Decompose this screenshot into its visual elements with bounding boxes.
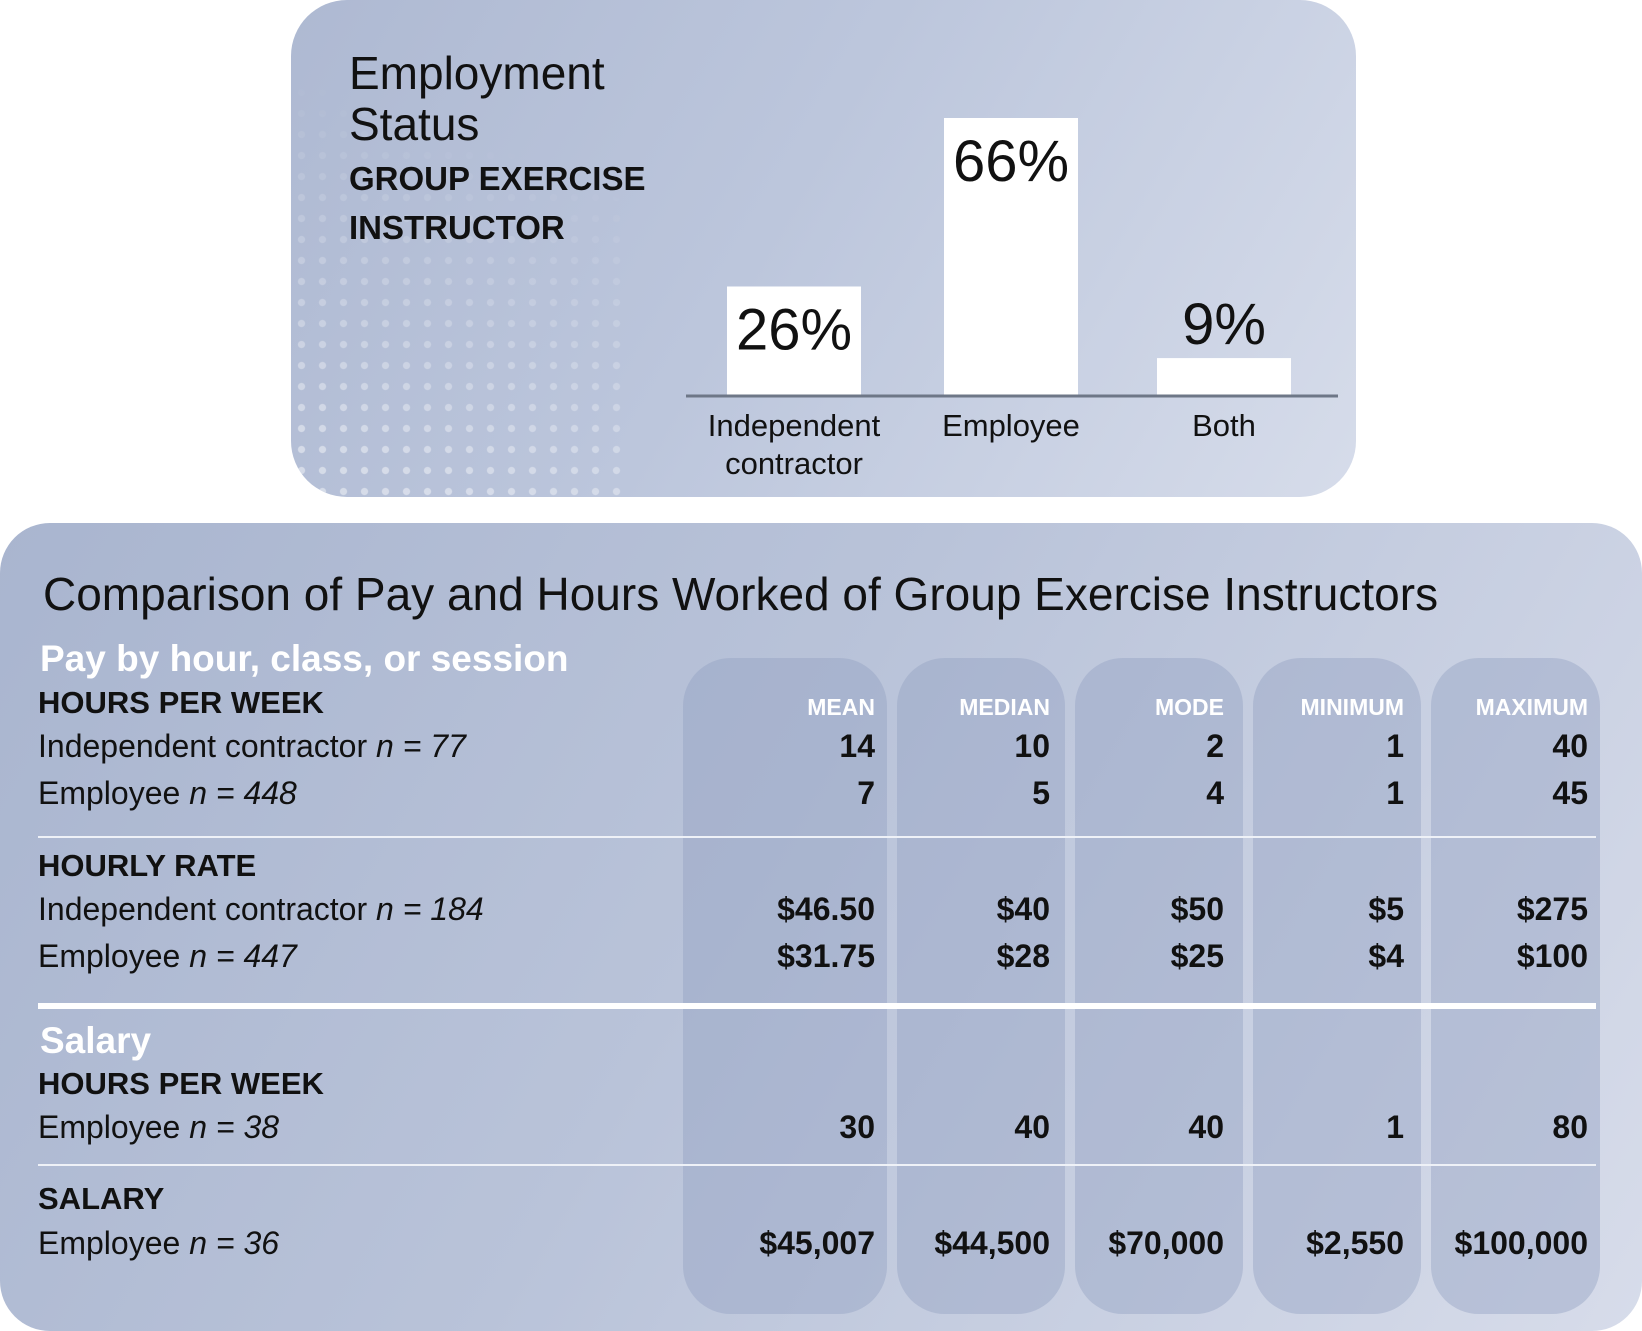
table-cell: $4 — [1368, 938, 1404, 974]
table-cell: $28 — [996, 938, 1050, 974]
section-divider — [38, 1003, 1596, 1009]
row-label: Employee n = 447 — [38, 938, 297, 974]
table-cell: $44,500 — [934, 1225, 1050, 1261]
group-label-hours-per-week: HOURS PER WEEK — [38, 685, 324, 720]
table-cell: 45 — [1552, 775, 1588, 811]
chart-title: Employment Status — [349, 47, 605, 150]
table-cell: $25 — [1170, 938, 1224, 974]
row-label: Employee n = 36 — [38, 1225, 280, 1261]
table-cell: $70,000 — [1108, 1225, 1224, 1261]
table-cell: $275 — [1516, 891, 1588, 927]
section-label-salary: Salary — [40, 1020, 152, 1061]
table-cell: $100,000 — [1454, 1225, 1588, 1261]
table-cell: 14 — [839, 728, 875, 764]
table-cell: $50 — [1170, 891, 1224, 927]
group-label-salary: SALARY — [38, 1181, 165, 1216]
table-title: Comparison of Pay and Hours Worked of Gr… — [43, 568, 1439, 620]
comparison-table-card: Comparison of Pay and Hours Worked of Gr… — [0, 523, 1642, 1331]
group-label-hours-per-week: HOURS PER WEEK — [38, 1066, 324, 1101]
column-header-mean: MEAN — [807, 694, 875, 720]
table-cell: 40 — [1552, 728, 1588, 764]
table-cell: 5 — [1032, 775, 1050, 811]
table-cell: 1 — [1386, 1109, 1404, 1145]
row-label: Employee n = 448 — [38, 775, 297, 811]
column-bg-maximum — [1431, 658, 1600, 1314]
table-cell: $46.50 — [777, 891, 875, 927]
table-cell: 1 — [1386, 775, 1404, 811]
column-bg-median — [897, 658, 1065, 1314]
table-cell: 40 — [1014, 1109, 1050, 1145]
employment-status-card: Employment Status GROUP EXERCISE INSTRUC… — [291, 0, 1356, 497]
table-cell: 30 — [839, 1109, 875, 1145]
column-header-median: MEDIAN — [959, 694, 1050, 720]
bar-1 — [944, 118, 1078, 396]
column-bg-mode — [1075, 658, 1243, 1314]
table-cell: 10 — [1014, 728, 1050, 764]
table-cell: 7 — [857, 775, 875, 811]
category-label-0-0: Independent — [708, 408, 881, 443]
row-label: Independent contractor n = 184 — [38, 891, 484, 927]
group-label-hourly-rate: HOURLY RATE — [38, 848, 257, 883]
table-cell: $45,007 — [759, 1225, 875, 1261]
table-cell: $2,550 — [1306, 1225, 1404, 1261]
category-label-1-0: Employee — [942, 408, 1080, 443]
bar-2 — [1157, 358, 1291, 396]
column-bg-mean — [683, 658, 887, 1314]
chart-subtitle: GROUP EXERCISE INSTRUCTOR — [349, 160, 646, 246]
column-bg-minimum — [1253, 658, 1421, 1314]
bar-value-label-1: 66% — [953, 129, 1069, 194]
section-label-pay: Pay by hour, class, or session — [40, 638, 569, 679]
bar-0 — [727, 286, 861, 396]
category-label-0-1: contractor — [725, 446, 863, 481]
table-cell: 4 — [1206, 775, 1224, 811]
column-header-maximum: MAXIMUM — [1475, 694, 1588, 720]
table-cell: $31.75 — [777, 938, 875, 974]
bar-value-label-2: 9% — [1182, 292, 1266, 357]
table-cell: 1 — [1386, 728, 1404, 764]
table-cell: $5 — [1368, 891, 1404, 927]
dot-pattern-decoration — [291, 40, 621, 497]
table-cell: 2 — [1206, 728, 1224, 764]
table-cell: 80 — [1552, 1109, 1588, 1145]
row-divider — [38, 836, 1596, 838]
table-cell: $100 — [1516, 938, 1588, 974]
table-cell: 40 — [1188, 1109, 1224, 1145]
bar-value-label-0: 26% — [736, 297, 852, 362]
row-divider — [38, 1164, 1596, 1166]
category-label-2-0: Both — [1192, 408, 1256, 443]
column-header-mode: MODE — [1155, 694, 1224, 720]
row-label: Independent contractor n = 77 — [38, 728, 466, 764]
table-cell: $40 — [996, 891, 1050, 927]
row-label: Employee n = 38 — [38, 1109, 280, 1145]
column-header-minimum: MINIMUM — [1300, 694, 1404, 720]
